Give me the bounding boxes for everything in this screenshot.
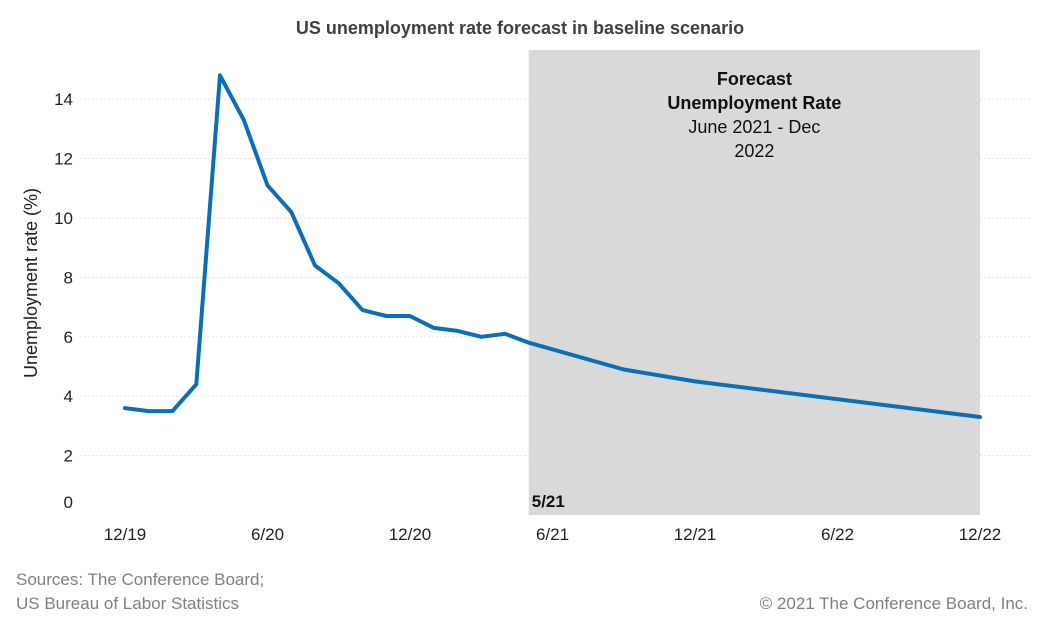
y-axis-label: Unemployment rate (%) [21, 188, 41, 378]
y-tick-label: 10 [54, 209, 73, 228]
forecast-subtitle: 2022 [734, 141, 774, 161]
x-tick-label: 12/20 [389, 525, 432, 544]
data-point [694, 380, 696, 382]
x-tick-label: 6/21 [536, 525, 569, 544]
y-tick-label: 4 [64, 387, 73, 406]
data-point [979, 416, 981, 418]
forecast-subtitle: June 2021 - Dec [688, 117, 820, 137]
data-point [314, 265, 316, 267]
data-point [195, 383, 197, 385]
forecast-title: Unemployment Rate [667, 93, 841, 113]
forecast-title: Forecast [717, 69, 792, 89]
data-point [385, 315, 387, 317]
unemployment-chart: 0 2 4 6 8 10 12 14 12/19 6/20 12/20 6/21 12/21 6/22 12… [21, 50, 1030, 544]
y-tick-label: 14 [54, 90, 73, 109]
source-line-1: Sources: The Conference Board; [16, 570, 265, 589]
y-tick-label: 0 [64, 493, 73, 512]
x-tick-label: 6/20 [251, 525, 284, 544]
y-tick-label: 12 [54, 150, 73, 169]
y-tick-label: 6 [64, 328, 73, 347]
copyright-notice: © 2021 The Conference Board, Inc. [759, 594, 1028, 613]
data-point [528, 342, 530, 344]
forecast-start-label: 5/21 [532, 492, 565, 511]
source-line-2: US Bureau of Labor Statistics [16, 594, 240, 613]
data-point [623, 368, 625, 370]
data-point [148, 410, 150, 412]
x-tick-label: 6/22 [821, 525, 854, 544]
data-point [243, 119, 245, 121]
data-point [219, 74, 221, 76]
data-point [172, 410, 173, 412]
data-point [290, 211, 292, 213]
forecast-region [528, 50, 980, 515]
chart-title: US unemployment rate forecast in baselin… [295, 18, 745, 38]
data-point [362, 309, 363, 311]
data-point [124, 407, 126, 409]
data-point [338, 282, 340, 284]
data-point [457, 330, 458, 332]
data-point [433, 327, 435, 329]
x-tick-label: 12/19 [104, 525, 147, 544]
y-tick-label: 2 [64, 447, 73, 466]
data-point [480, 336, 482, 338]
data-point [504, 333, 506, 335]
x-tick-label: 12/21 [674, 525, 717, 544]
data-point [409, 315, 411, 317]
y-tick-label: 8 [64, 268, 73, 287]
data-point [267, 184, 268, 186]
x-tick-label: 12/22 [959, 525, 1002, 544]
